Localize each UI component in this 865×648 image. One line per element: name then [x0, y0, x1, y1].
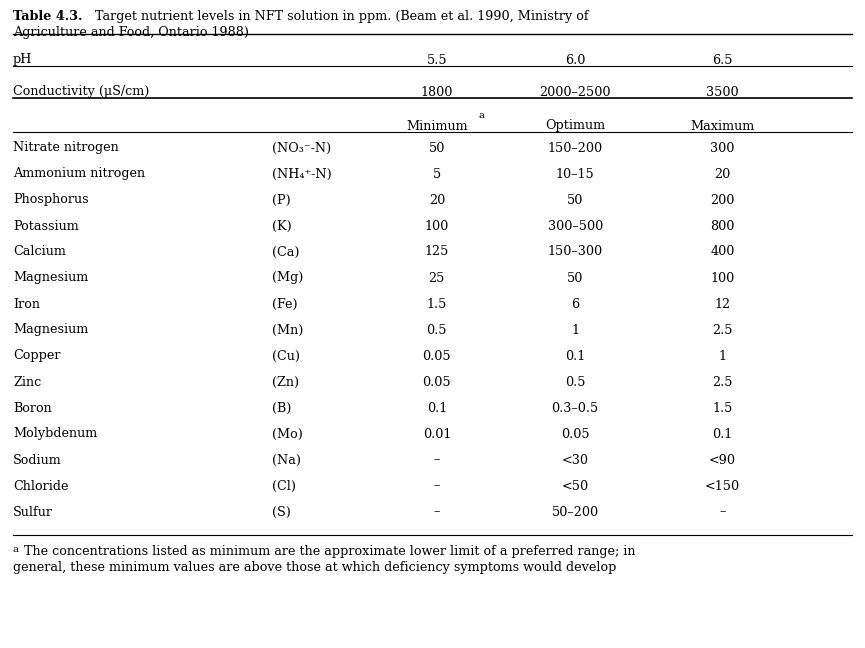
Text: Molybdenum: Molybdenum — [13, 428, 97, 441]
Text: 20: 20 — [714, 167, 730, 181]
Text: 1: 1 — [718, 349, 727, 362]
Text: <30: <30 — [561, 454, 589, 467]
Text: (P): (P) — [272, 194, 292, 207]
Text: 5: 5 — [432, 167, 441, 181]
Text: pH: pH — [13, 54, 32, 67]
Text: Ammonium nitrogen: Ammonium nitrogen — [13, 167, 145, 181]
Text: a: a — [13, 545, 19, 554]
Text: 150–300: 150–300 — [548, 246, 603, 259]
Text: Optimum: Optimum — [545, 119, 606, 132]
Text: <50: <50 — [561, 480, 589, 492]
Text: Target nutrient levels in NFT solution in ppm. (Beam et al. 1990, Ministry of: Target nutrient levels in NFT solution i… — [91, 10, 588, 23]
Text: 1: 1 — [571, 323, 580, 336]
Text: Sulfur: Sulfur — [13, 505, 53, 518]
Text: 50: 50 — [567, 272, 583, 284]
Text: (NO₃⁻-N): (NO₃⁻-N) — [272, 141, 331, 154]
Text: Minimum: Minimum — [406, 119, 468, 132]
Text: (Cu): (Cu) — [272, 349, 300, 362]
Text: Maximum: Maximum — [690, 119, 754, 132]
Text: 0.1: 0.1 — [712, 428, 733, 441]
Text: (NH₄⁺-N): (NH₄⁺-N) — [272, 167, 332, 181]
Text: 50: 50 — [429, 141, 445, 154]
Text: –: – — [433, 505, 440, 518]
Text: <90: <90 — [708, 454, 736, 467]
Text: 150–200: 150–200 — [548, 141, 603, 154]
Text: 10–15: 10–15 — [556, 167, 594, 181]
Text: Potassium: Potassium — [13, 220, 79, 233]
Text: –: – — [433, 454, 440, 467]
Text: 0.05: 0.05 — [561, 428, 590, 441]
Text: 5.5: 5.5 — [426, 54, 447, 67]
Text: 0.1: 0.1 — [565, 349, 586, 362]
Text: 0.1: 0.1 — [426, 402, 447, 415]
Text: 2000–2500: 2000–2500 — [540, 86, 611, 98]
Text: (Mg): (Mg) — [272, 272, 304, 284]
Text: 1.5: 1.5 — [426, 297, 447, 310]
Text: Agriculture and Food, Ontario 1988): Agriculture and Food, Ontario 1988) — [13, 26, 249, 39]
Text: 20: 20 — [429, 194, 445, 207]
Text: 300: 300 — [710, 141, 734, 154]
Text: 6.5: 6.5 — [712, 54, 733, 67]
Text: Copper: Copper — [13, 349, 61, 362]
Text: 6: 6 — [571, 297, 580, 310]
Text: 12: 12 — [714, 297, 730, 310]
Text: The concentrations listed as minimum are the approximate lower limit of a prefer: The concentrations listed as minimum are… — [24, 545, 636, 558]
Text: 1.5: 1.5 — [712, 402, 733, 415]
Text: 400: 400 — [710, 246, 734, 259]
Text: (Cl): (Cl) — [272, 480, 297, 492]
Text: 1800: 1800 — [420, 86, 453, 98]
Text: 2.5: 2.5 — [712, 375, 733, 389]
Text: Magnesium: Magnesium — [13, 323, 88, 336]
Text: 0.5: 0.5 — [565, 375, 586, 389]
Text: (Mn): (Mn) — [272, 323, 304, 336]
Text: (Ca): (Ca) — [272, 246, 300, 259]
Text: 50: 50 — [567, 194, 583, 207]
Text: 0.5: 0.5 — [426, 323, 447, 336]
Text: <150: <150 — [705, 480, 740, 492]
Text: 0.05: 0.05 — [422, 375, 452, 389]
Text: Boron: Boron — [13, 402, 52, 415]
Text: 100: 100 — [710, 272, 734, 284]
Text: Calcium: Calcium — [13, 246, 66, 259]
Text: Table 4.3.: Table 4.3. — [13, 10, 82, 23]
Text: –: – — [719, 505, 726, 518]
Text: 6.0: 6.0 — [565, 54, 586, 67]
Text: 800: 800 — [710, 220, 734, 233]
Text: 0.01: 0.01 — [423, 428, 451, 441]
Text: –: – — [433, 480, 440, 492]
Text: Zinc: Zinc — [13, 375, 42, 389]
Text: (Na): (Na) — [272, 454, 302, 467]
Text: (B): (B) — [272, 402, 292, 415]
Text: (S): (S) — [272, 505, 292, 518]
Text: Chloride: Chloride — [13, 480, 68, 492]
Text: (K): (K) — [272, 220, 292, 233]
Text: 100: 100 — [425, 220, 449, 233]
Text: Conductivity (μS/cm): Conductivity (μS/cm) — [13, 86, 150, 98]
Text: (Mo): (Mo) — [272, 428, 304, 441]
Text: 0.05: 0.05 — [422, 349, 452, 362]
Text: 125: 125 — [425, 246, 449, 259]
Text: general, these minimum values are above those at which deficiency symptoms would: general, these minimum values are above … — [13, 561, 617, 574]
Text: Magnesium: Magnesium — [13, 272, 88, 284]
Text: 0.3–0.5: 0.3–0.5 — [552, 402, 599, 415]
Text: Phosphorus: Phosphorus — [13, 194, 88, 207]
Text: (Fe): (Fe) — [272, 297, 298, 310]
Text: 25: 25 — [429, 272, 445, 284]
Text: 200: 200 — [710, 194, 734, 207]
Text: 2.5: 2.5 — [712, 323, 733, 336]
Text: 3500: 3500 — [706, 86, 739, 98]
Text: 300–500: 300–500 — [548, 220, 603, 233]
Text: a: a — [479, 111, 484, 121]
Text: Sodium: Sodium — [13, 454, 61, 467]
Text: 50–200: 50–200 — [552, 505, 599, 518]
Text: (Zn): (Zn) — [272, 375, 299, 389]
Text: Nitrate nitrogen: Nitrate nitrogen — [13, 141, 119, 154]
Text: Iron: Iron — [13, 297, 40, 310]
